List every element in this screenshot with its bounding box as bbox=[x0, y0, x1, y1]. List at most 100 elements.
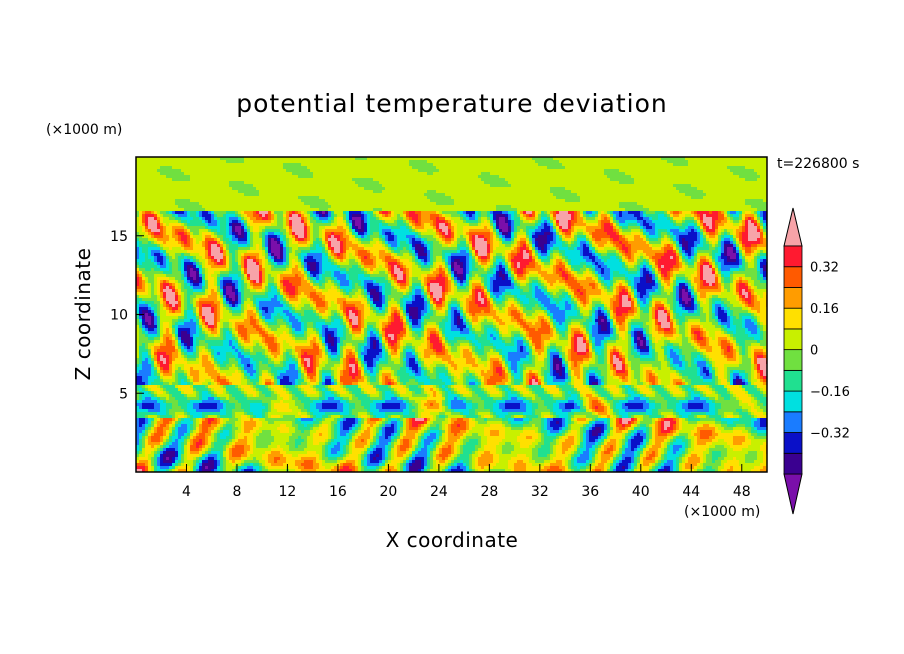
heatmap-cell bbox=[697, 181, 701, 185]
heatmap-cell bbox=[712, 196, 716, 200]
heatmap-cell bbox=[340, 175, 344, 179]
heatmap-cell bbox=[304, 223, 308, 227]
heatmap-cell bbox=[412, 169, 416, 173]
heatmap-cell bbox=[364, 178, 368, 182]
heatmap-cell bbox=[712, 166, 716, 170]
heatmap-cell bbox=[664, 208, 668, 212]
heatmap-cell bbox=[724, 175, 728, 179]
heatmap-cell bbox=[634, 205, 638, 209]
heatmap-cell bbox=[454, 187, 458, 191]
heatmap-cell bbox=[526, 205, 530, 209]
heatmap-cell bbox=[400, 157, 404, 161]
heatmap-cell bbox=[211, 193, 215, 197]
heatmap-cell bbox=[487, 226, 491, 230]
heatmap-cell bbox=[286, 172, 290, 176]
heatmap-cell bbox=[310, 184, 314, 188]
heatmap-cell bbox=[736, 220, 740, 224]
heatmap-cell bbox=[334, 226, 338, 230]
heatmap-cell bbox=[196, 196, 200, 200]
heatmap-cell bbox=[574, 217, 578, 221]
heatmap-cell bbox=[427, 208, 431, 212]
heatmap-cell bbox=[322, 208, 326, 212]
heatmap-cell bbox=[700, 181, 704, 185]
heatmap-cell bbox=[736, 166, 740, 170]
heatmap-cell bbox=[718, 178, 722, 182]
heatmap-cell bbox=[577, 199, 581, 203]
heatmap-cell bbox=[247, 184, 251, 188]
heatmap-cell bbox=[442, 202, 446, 206]
heatmap-cell bbox=[169, 190, 173, 194]
heatmap-cell bbox=[697, 166, 701, 170]
heatmap-cell bbox=[532, 214, 536, 218]
heatmap-cell bbox=[172, 211, 176, 215]
heatmap-cell bbox=[514, 181, 518, 185]
heatmap-cell bbox=[592, 175, 596, 179]
heatmap-cell bbox=[229, 199, 233, 203]
heatmap-cell bbox=[166, 208, 170, 212]
heatmap-cell bbox=[643, 175, 647, 179]
heatmap-cell bbox=[400, 166, 404, 170]
heatmap-cell bbox=[334, 190, 338, 194]
heatmap-cell bbox=[748, 223, 752, 227]
heatmap-cell bbox=[346, 220, 350, 224]
heatmap-cell bbox=[238, 166, 242, 170]
heatmap-cell bbox=[436, 172, 440, 176]
heatmap-cell bbox=[292, 172, 296, 176]
heatmap-cell bbox=[313, 172, 317, 176]
heatmap-cell bbox=[196, 208, 200, 212]
heatmap-cell bbox=[736, 223, 740, 227]
heatmap-cell bbox=[427, 178, 431, 182]
heatmap-cell bbox=[349, 211, 353, 215]
heatmap-cell bbox=[628, 178, 632, 182]
heatmap-cell bbox=[307, 178, 311, 182]
heatmap-cell bbox=[550, 211, 554, 215]
heatmap-cell bbox=[571, 157, 575, 161]
heatmap-cell bbox=[472, 199, 476, 203]
heatmap-cell bbox=[274, 163, 278, 167]
heatmap-cell bbox=[253, 211, 257, 215]
heatmap-cell bbox=[610, 220, 614, 224]
heatmap-cell bbox=[745, 208, 749, 212]
heatmap-cell bbox=[706, 220, 710, 224]
heatmap-cell bbox=[664, 166, 668, 170]
heatmap-cell bbox=[178, 202, 182, 206]
heatmap-cell bbox=[355, 175, 359, 179]
heatmap-cell bbox=[520, 157, 524, 161]
heatmap-cell bbox=[328, 217, 332, 221]
heatmap-cell bbox=[211, 190, 215, 194]
heatmap-cell bbox=[751, 163, 755, 167]
heatmap-cell bbox=[574, 196, 578, 200]
heatmap-cell bbox=[220, 175, 224, 179]
heatmap-cell bbox=[718, 199, 722, 203]
heatmap-cell bbox=[484, 193, 488, 197]
heatmap-cell bbox=[502, 175, 506, 179]
heatmap-cell bbox=[262, 190, 266, 194]
heatmap-cell bbox=[562, 220, 566, 224]
heatmap-cell bbox=[301, 193, 305, 197]
heatmap-cell bbox=[253, 220, 257, 224]
heatmap-cell bbox=[460, 178, 464, 182]
heatmap-cell bbox=[247, 181, 251, 185]
heatmap-cell bbox=[331, 160, 335, 164]
heatmap-cell bbox=[388, 157, 392, 161]
heatmap-cell bbox=[550, 223, 554, 227]
heatmap-cell bbox=[172, 193, 176, 197]
heatmap-cell bbox=[613, 199, 617, 203]
heatmap-cell bbox=[334, 220, 338, 224]
heatmap-cell bbox=[715, 178, 719, 182]
heatmap-cell bbox=[598, 157, 602, 161]
heatmap-cell bbox=[262, 217, 266, 221]
heatmap-cell bbox=[679, 193, 683, 197]
heatmap-cell bbox=[403, 199, 407, 203]
heatmap-cell bbox=[484, 190, 488, 194]
heatmap-cell bbox=[616, 223, 620, 227]
heatmap-cell bbox=[313, 163, 317, 167]
heatmap-cell bbox=[520, 190, 524, 194]
heatmap-cell bbox=[553, 211, 557, 215]
heatmap-cell bbox=[706, 208, 710, 212]
heatmap-cell bbox=[466, 217, 470, 221]
heatmap-cell bbox=[178, 187, 182, 191]
heatmap-cell bbox=[172, 178, 176, 182]
heatmap-cell bbox=[250, 223, 254, 227]
heatmap-cell bbox=[388, 175, 392, 179]
